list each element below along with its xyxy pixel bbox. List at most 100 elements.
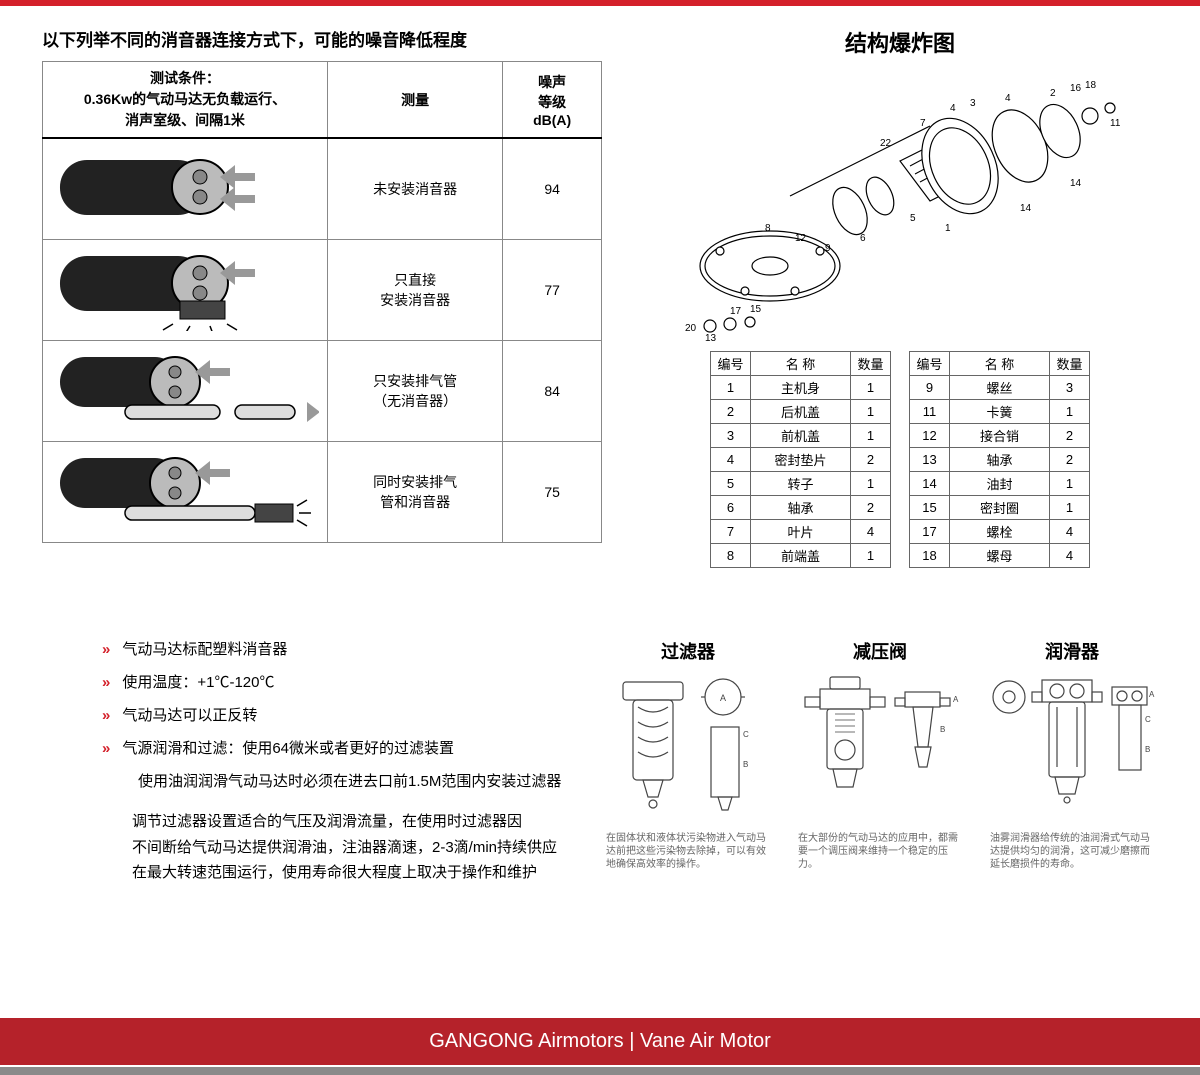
part-qty: 1 — [851, 376, 891, 400]
table-row: 11卡簧1 — [910, 400, 1090, 424]
svg-text:12: 12 — [795, 233, 807, 244]
regulator-component: 减压阀 A B — [794, 638, 966, 886]
part-qty: 1 — [851, 400, 891, 424]
table-row: 13轴承2 — [910, 448, 1090, 472]
meas: 未安装消音器 — [327, 138, 502, 240]
part-num: 6 — [711, 496, 751, 520]
bullet: 气源润滑和过滤：使用64微米或者更好的过滤装置 — [122, 740, 454, 757]
bullet-sub: 使用油润润滑气动马达时必须在进去口前1.5M范围内安装过滤器 — [138, 770, 572, 791]
svg-text:C: C — [743, 730, 749, 739]
comp-desc: 油雾润滑器给传统的油润滑式气动马达提供均匀的润滑，这可减少磨擦而延长磨损件的寿命… — [986, 832, 1158, 871]
db: 77 — [503, 240, 602, 341]
part-name: 卡簧 — [950, 400, 1050, 424]
part-num: 4 — [711, 448, 751, 472]
part-name: 密封圈 — [950, 496, 1050, 520]
svg-text:14: 14 — [1020, 203, 1032, 214]
para: 在最大转速范围运行，使用寿命很大程度上取决于操作和维护 — [132, 864, 537, 881]
part-name: 轴承 — [751, 496, 851, 520]
chevron-icon: » — [102, 641, 110, 658]
meas2: 管和消音器 — [380, 494, 450, 510]
svg-text:14: 14 — [1070, 178, 1082, 189]
table-row: 5转子1 — [711, 472, 891, 496]
part-qty: 4 — [851, 520, 891, 544]
part-num: 18 — [910, 544, 950, 568]
part-qty: 2 — [1050, 448, 1090, 472]
table-row: 14油封1 — [910, 472, 1090, 496]
part-name: 叶片 — [751, 520, 851, 544]
svg-text:9: 9 — [825, 243, 831, 254]
bullet: 气动马达标配塑料消音器 — [122, 641, 287, 658]
lubricator-icon: A C B — [986, 672, 1158, 827]
part-num: 12 — [910, 424, 950, 448]
part-qty: 1 — [851, 544, 891, 568]
part-name: 后机盖 — [751, 400, 851, 424]
footer: GANGONG Airmotors | Vane Air Motor — [0, 1018, 1200, 1075]
part-qty: 4 — [1050, 520, 1090, 544]
table-row: 1主机身1 — [711, 376, 891, 400]
hdr-name: 名 称 — [751, 352, 851, 376]
parts-table-right: 编号 名 称 数量 9螺丝311卡簧112接合销213轴承214油封115密封圈… — [909, 351, 1090, 568]
hdr-qty: 数量 — [851, 352, 891, 376]
comp-desc: 在大部份的气动马达的应用中，都需要一个调压阀来维持一个稳定的压力。 — [794, 832, 966, 871]
table-row: 17螺栓4 — [910, 520, 1090, 544]
filter-component: 过滤器 A C B 在固体状和液体状污染物进入气动 — [602, 638, 774, 886]
col-db1: 噪声 — [538, 74, 566, 90]
part-num: 1 — [711, 376, 751, 400]
svg-text:B: B — [743, 760, 748, 769]
table-row: 4密封垫片2 — [711, 448, 891, 472]
comp-title: 润滑器 — [986, 638, 1158, 664]
exploded-title: 结构爆炸图 — [642, 26, 1158, 58]
part-name: 螺丝 — [950, 376, 1050, 400]
comp-title: 减压阀 — [794, 638, 966, 664]
table-row: 9螺丝3 — [910, 376, 1090, 400]
svg-text:16: 16 — [1070, 83, 1082, 94]
part-qty: 1 — [851, 424, 891, 448]
meas2: 安装消音器 — [380, 292, 450, 308]
svg-text:6: 6 — [860, 233, 866, 244]
svg-text:11: 11 — [1110, 118, 1121, 129]
part-qty: 2 — [1050, 424, 1090, 448]
svg-text:B: B — [940, 725, 945, 734]
noise-row: 只安装排气管（无消音器） 84 — [43, 341, 602, 442]
table-row: 6轴承2 — [711, 496, 891, 520]
part-name: 接合销 — [950, 424, 1050, 448]
part-num: 11 — [910, 400, 950, 424]
regulator-icon: A B — [794, 672, 966, 827]
table-row: 12接合销2 — [910, 424, 1090, 448]
chevron-icon: » — [102, 674, 110, 691]
motor-icon-1 — [51, 145, 319, 230]
cond-l1: 0.36Kw的气动马达无负载运行、 — [84, 91, 286, 107]
cond-label: 测试条件： — [150, 70, 220, 86]
svg-text:3: 3 — [970, 98, 976, 109]
motor-icon-3 — [51, 347, 319, 432]
part-num: 17 — [910, 520, 950, 544]
part-name: 主机身 — [751, 376, 851, 400]
part-qty: 1 — [1050, 472, 1090, 496]
part-qty: 2 — [851, 448, 891, 472]
svg-text:22: 22 — [880, 138, 892, 149]
svg-text:1: 1 — [945, 223, 951, 234]
noise-reduction-table: 测试条件： 0.36Kw的气动马达无负载运行、 消声室级、间隔1米 测量 噪声 … — [42, 61, 602, 543]
col-db2: 等级 — [538, 94, 566, 110]
part-num: 14 — [910, 472, 950, 496]
svg-text:17: 17 — [730, 306, 742, 317]
part-name: 螺母 — [950, 544, 1050, 568]
noise-row: 只直接安装消音器 77 — [43, 240, 602, 341]
footer-text: GANGONG Airmotors | Vane Air Motor — [0, 1018, 1200, 1065]
table-row: 3前机盖1 — [711, 424, 891, 448]
svg-text:20: 20 — [685, 323, 697, 334]
para: 不间断给气动马达提供润滑油，注油器滴速，2-3滴/min持续供应 — [132, 839, 557, 856]
svg-text:4: 4 — [1005, 93, 1011, 104]
table-row: 8前端盖1 — [711, 544, 891, 568]
part-name: 密封垫片 — [751, 448, 851, 472]
meas: 只安装排气管 — [373, 373, 457, 389]
svg-text:B: B — [1145, 745, 1150, 754]
noise-row: 同时安装排气管和消音器 75 — [43, 442, 602, 543]
parts-table-left: 编号 名 称 数量 1主机身12后机盖13前机盖14密封垫片25转子16轴承27… — [710, 351, 891, 568]
part-name: 转子 — [751, 472, 851, 496]
feature-list: »气动马达标配塑料消音器 »使用温度：+1℃-120℃ »气动马达可以正反转 »… — [42, 638, 572, 886]
noise-row: 未安装消音器 94 — [43, 138, 602, 240]
svg-text:2: 2 — [1050, 88, 1056, 99]
part-name: 前机盖 — [751, 424, 851, 448]
svg-text:8: 8 — [765, 223, 771, 234]
